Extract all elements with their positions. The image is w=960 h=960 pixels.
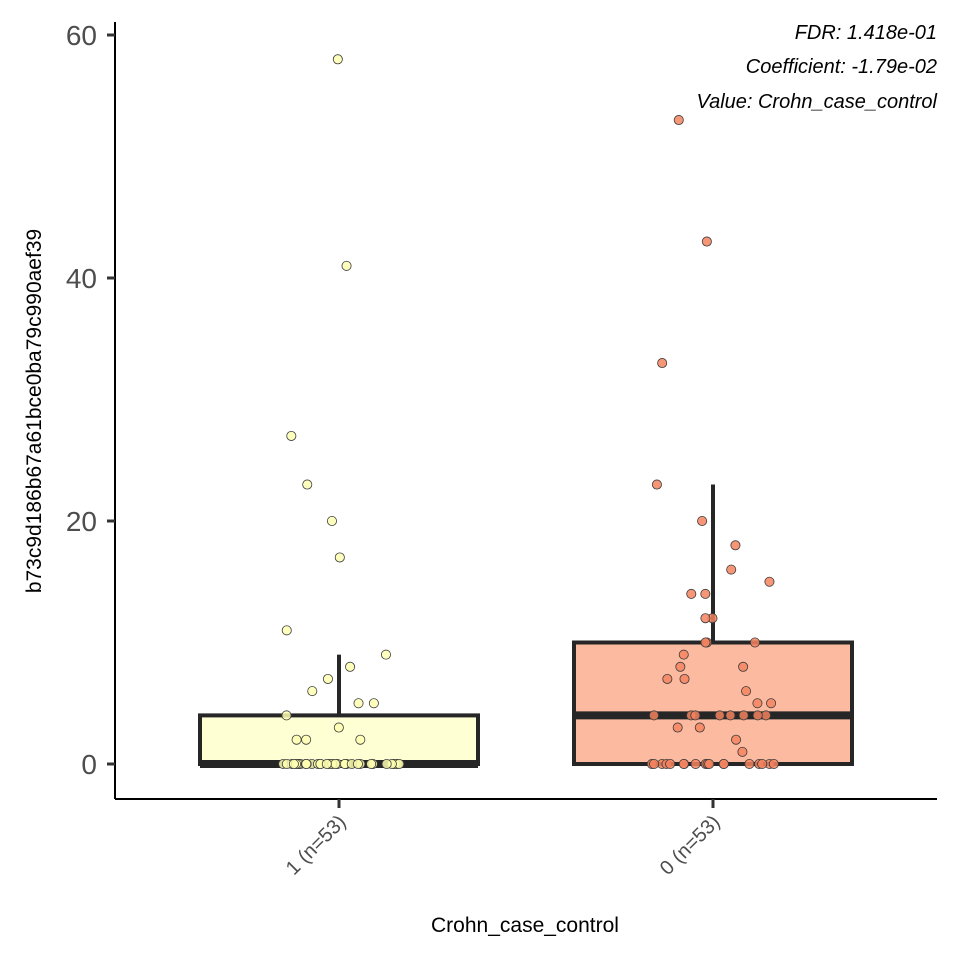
data-point <box>738 661 749 672</box>
box-group-1 <box>572 115 854 770</box>
data-point <box>288 759 299 770</box>
data-point <box>286 430 297 441</box>
data-point <box>330 759 341 770</box>
box <box>572 640 854 766</box>
data-point <box>651 479 662 490</box>
data-point <box>752 710 763 721</box>
data-point <box>700 588 711 599</box>
x-axis-title: Crohn_case_control <box>431 914 619 937</box>
data-point <box>665 759 676 770</box>
data-point <box>744 759 755 770</box>
data-point <box>334 552 345 563</box>
data-point <box>749 637 760 648</box>
data-point <box>355 734 366 745</box>
data-point <box>694 722 705 733</box>
data-point <box>738 710 749 721</box>
data-point <box>766 698 777 709</box>
data-point <box>326 516 337 527</box>
value-annotation: Value: Crohn_case_control <box>696 91 937 113</box>
data-point <box>281 710 292 721</box>
data-point <box>332 54 343 65</box>
data-point <box>768 759 779 770</box>
data-point <box>700 613 711 624</box>
data-point <box>752 698 763 709</box>
data-point <box>649 759 660 770</box>
data-point <box>368 698 379 709</box>
data-point <box>675 661 686 672</box>
data-point <box>690 710 701 721</box>
data-point <box>714 710 725 721</box>
data-point <box>700 637 711 648</box>
data-point <box>648 710 659 721</box>
data-point <box>760 710 771 721</box>
data-point <box>380 649 391 660</box>
data-point <box>725 710 736 721</box>
data-point <box>718 759 729 770</box>
data-point <box>366 759 377 770</box>
data-point <box>678 649 689 660</box>
data-point <box>281 625 292 636</box>
data-point <box>333 722 344 733</box>
data-point <box>301 734 312 745</box>
data-point <box>302 479 313 490</box>
data-point <box>678 759 689 770</box>
data-point <box>353 698 364 709</box>
data-point <box>341 260 352 271</box>
data-point <box>697 516 708 527</box>
x-tick-label: 0 (n=53) <box>656 811 725 880</box>
data-point <box>764 576 775 587</box>
data-point <box>730 540 741 551</box>
y-tick-label: 40 <box>66 263 97 294</box>
data-point <box>701 236 712 247</box>
data-point <box>731 734 742 745</box>
x-tick-label: 1 (n=53) <box>282 811 351 880</box>
data-point <box>381 759 392 770</box>
y-axis-title: b73c9d186b67a61bce0ba79c990aef39 <box>23 229 46 593</box>
data-point <box>657 358 668 369</box>
plot-area <box>198 54 854 770</box>
data-point <box>322 673 333 684</box>
data-point <box>662 673 673 684</box>
data-point <box>301 759 312 770</box>
y-tick-label: 60 <box>66 20 97 51</box>
data-point <box>307 686 318 697</box>
data-point <box>686 588 697 599</box>
data-point <box>704 759 715 770</box>
data-point <box>757 759 768 770</box>
data-point <box>345 661 356 672</box>
y-tick-label: 0 <box>81 749 97 780</box>
data-point <box>690 759 701 770</box>
data-point <box>672 722 683 733</box>
y-tick-label: 20 <box>66 506 97 537</box>
coefficient-annotation: Coefficient: -1.79e-02 <box>746 56 937 78</box>
data-point <box>726 564 737 575</box>
fdr-annotation: FDR: 1.418e-01 <box>795 22 937 44</box>
data-point <box>673 115 684 126</box>
data-point <box>741 686 752 697</box>
data-point <box>291 734 302 745</box>
data-point <box>352 759 363 770</box>
box-group-0 <box>198 54 480 770</box>
data-point <box>679 673 690 684</box>
data-point <box>321 759 332 770</box>
data-point <box>737 746 748 757</box>
